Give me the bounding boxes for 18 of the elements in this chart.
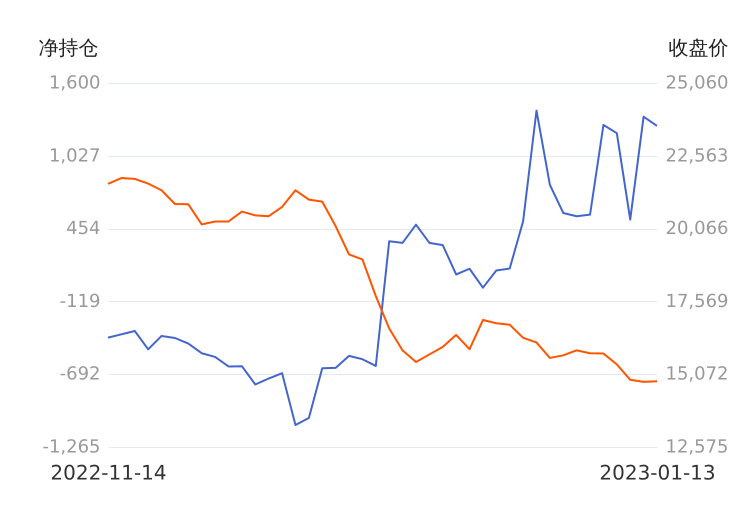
y-axis-title: 净持仓 bbox=[38, 36, 98, 60]
y2-tick-label: 12,575 bbox=[666, 436, 728, 458]
y2-axis-title: 收盘价 bbox=[668, 36, 728, 60]
x-tick-label: 2022-11-14 bbox=[50, 460, 167, 484]
y-tick-label: -1,265 bbox=[42, 436, 100, 458]
y2-tick-label: 25,060 bbox=[666, 72, 728, 94]
y2-tick-label: 20,066 bbox=[666, 218, 728, 240]
y-tick-label: -119 bbox=[60, 290, 100, 312]
line-series bbox=[107, 177, 658, 383]
y2-tick-label: 15,072 bbox=[666, 364, 728, 385]
line-series bbox=[107, 110, 658, 426]
y2-tick-label: 17,569 bbox=[666, 290, 728, 312]
y-tick-label: 1,600 bbox=[48, 72, 100, 94]
y-tick-label: 1,027 bbox=[48, 145, 100, 166]
y-tick-label: -692 bbox=[60, 364, 100, 385]
x-tick-label: 2023-01-13 bbox=[599, 460, 716, 484]
y2-tick-label: 22,563 bbox=[666, 145, 728, 166]
y-tick-label: 454 bbox=[66, 218, 100, 240]
